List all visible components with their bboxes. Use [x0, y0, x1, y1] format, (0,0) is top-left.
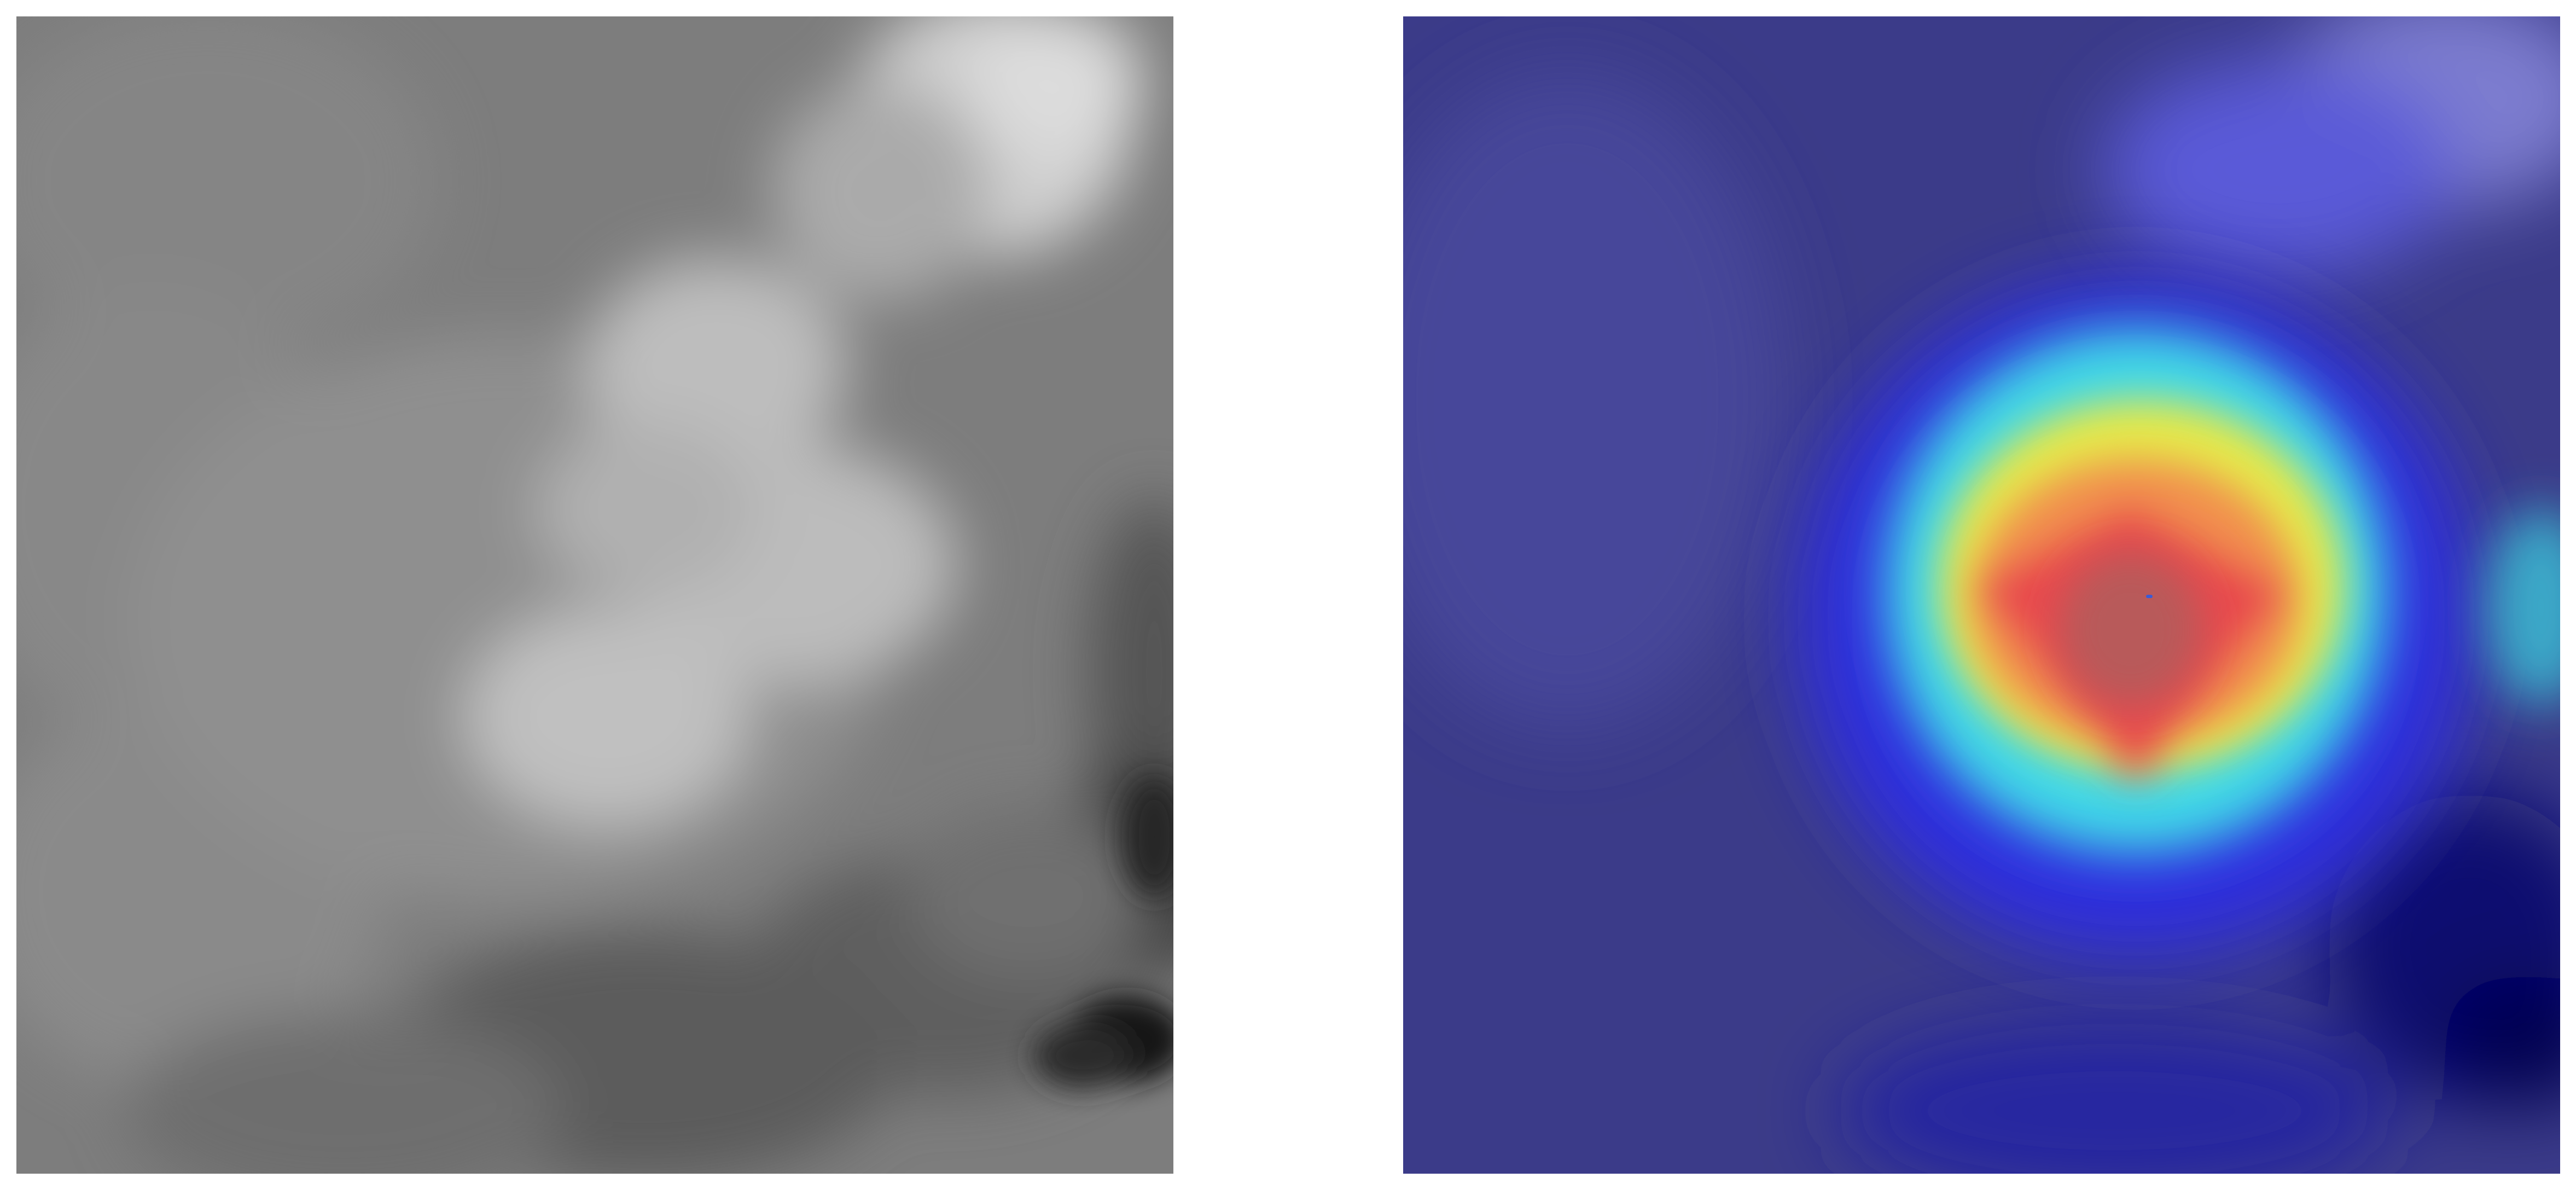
grayscale-image-panel [16, 16, 1173, 1174]
peak-marker [2146, 595, 2153, 598]
grayscale-image [16, 16, 1173, 1174]
heatmap-overlay-panel [1403, 16, 2560, 1174]
heatmap-overlay-image [1403, 16, 2560, 1174]
